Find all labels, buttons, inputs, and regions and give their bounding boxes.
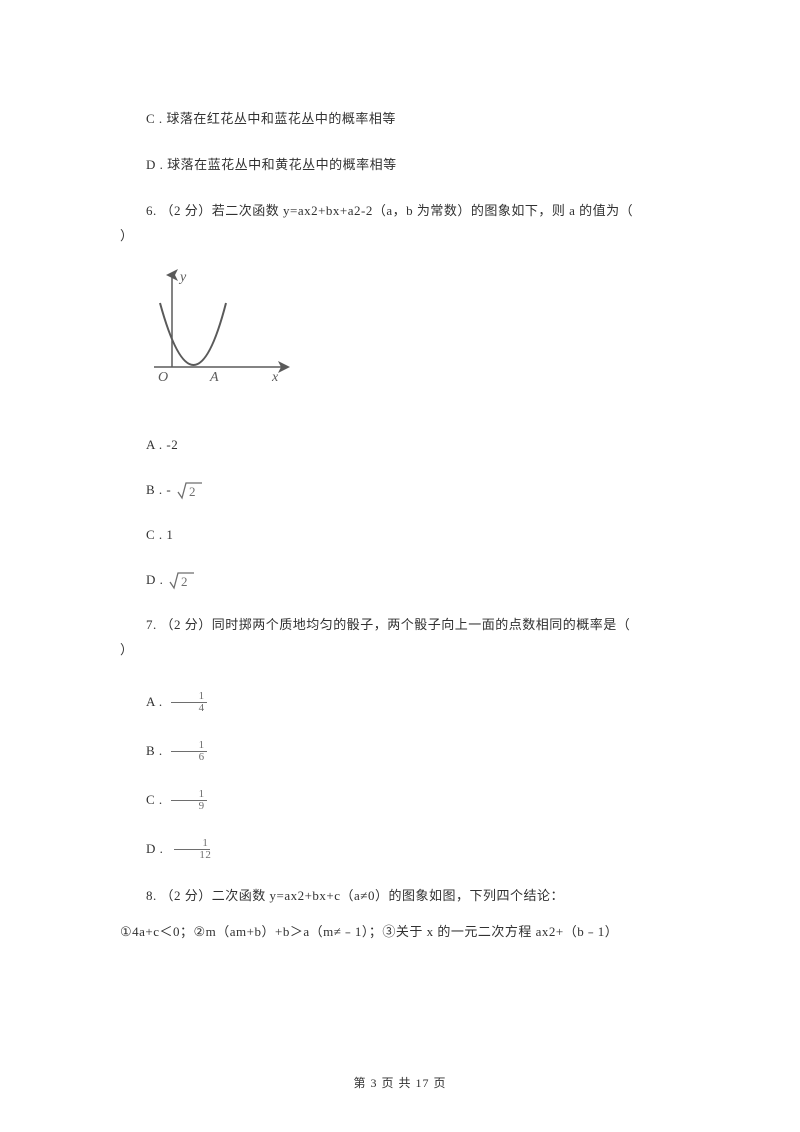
fraction-1-9: 1 9 xyxy=(171,789,207,812)
q6-opt-c: C . 1 xyxy=(120,526,680,544)
q6-paren: ） xyxy=(120,227,680,245)
q7-opt-a: A . 1 4 xyxy=(120,691,680,714)
q6-opt-b: B . - 2 xyxy=(120,480,680,500)
option-d-prev: D . 球落在蓝花丛中和黄花丛中的概率相等 xyxy=(120,156,680,174)
q6-opt-d-prefix: D . xyxy=(120,571,163,589)
fraction-1-6: 1 6 xyxy=(171,740,207,763)
q7-text: 7. （2 分）同时掷两个质地均匀的骰子，两个骰子向上一面的点数相同的概率是（ xyxy=(120,616,680,634)
fraction-1-12: 1 12 xyxy=(171,838,213,861)
parabola-graph: y O A x xyxy=(144,267,680,402)
svg-text:2: 2 xyxy=(189,484,196,499)
q8-line2: ①4a+c＜0；②m（am+b）+b＞a（m≠﹣1）；③关于 x 的一元二次方程… xyxy=(120,923,680,941)
sqrt2-icon: 2 xyxy=(177,480,203,500)
q6-opt-a-label: A . -2 xyxy=(120,436,178,454)
q7-opt-a-label: A . xyxy=(120,693,163,711)
q7-opt-d: D . 1 12 xyxy=(120,838,680,861)
sqrt2-icon-2: 2 xyxy=(169,570,195,590)
x-label: x xyxy=(271,370,279,385)
option-c-prev: C . 球落在红花丛中和蓝花丛中的概率相等 xyxy=(120,110,680,128)
y-label: y xyxy=(178,270,187,285)
q7-opt-c-label: C . xyxy=(120,791,163,809)
q6-opt-c-label: C . 1 xyxy=(120,526,173,544)
q7-opt-b: B . 1 6 xyxy=(120,740,680,763)
origin-label: O xyxy=(158,370,168,385)
q6-text: 6. （2 分）若二次函数 y=ax2+bx+a2-2（a，b 为常数）的图象如… xyxy=(120,202,680,220)
q7-opt-d-label: D . xyxy=(120,840,163,858)
q8-text: 8. （2 分）二次函数 y=ax2+bx+c（a≠0）的图象如图，下列四个结论… xyxy=(120,887,680,905)
parabola-curve xyxy=(160,303,226,365)
q6-opt-d: D . 2 xyxy=(120,570,680,590)
q6-opt-b-prefix: B . - xyxy=(120,481,171,499)
q6-opt-a: A . -2 xyxy=(120,436,680,454)
q7-opt-c: C . 1 9 xyxy=(120,789,680,812)
page-content: C . 球落在红花丛中和蓝花丛中的概率相等 D . 球落在蓝花丛中和黄花丛中的概… xyxy=(0,0,800,941)
q7-paren: ） xyxy=(120,641,680,659)
svg-text:2: 2 xyxy=(181,574,188,589)
fraction-1-4: 1 4 xyxy=(171,691,207,714)
q7-opt-b-label: B . xyxy=(120,742,163,760)
page-footer: 第 3 页 共 17 页 xyxy=(0,1075,800,1092)
a-label: A xyxy=(209,370,219,385)
